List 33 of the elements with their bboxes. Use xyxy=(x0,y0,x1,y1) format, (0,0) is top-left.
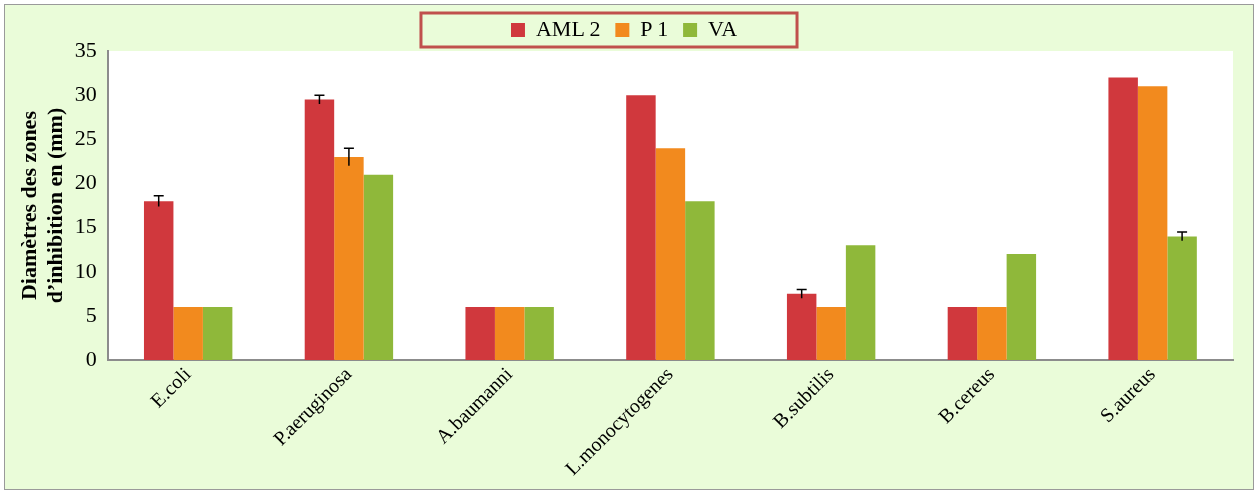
y-tick-label: 30 xyxy=(74,80,97,106)
bar xyxy=(202,307,233,361)
bar xyxy=(685,201,715,361)
y-tick-label: 5 xyxy=(85,301,97,327)
y-tick-label: 20 xyxy=(74,169,97,195)
y-tick-label: 35 xyxy=(74,36,97,62)
y-tick-label: 10 xyxy=(74,257,97,283)
bar xyxy=(816,307,846,361)
bar xyxy=(1137,86,1168,361)
legend-label: AML 2 xyxy=(535,15,601,41)
bar xyxy=(947,307,978,361)
y-tick-label: 0 xyxy=(85,345,97,371)
bar xyxy=(494,307,525,361)
bar xyxy=(655,148,686,361)
bar xyxy=(524,307,554,361)
bar xyxy=(1006,254,1037,361)
y-tick-label: 25 xyxy=(74,125,97,151)
bar xyxy=(465,307,495,361)
bar xyxy=(1167,236,1197,361)
bar xyxy=(626,95,656,361)
bar xyxy=(304,99,335,361)
bar xyxy=(173,307,203,361)
bar xyxy=(845,245,876,361)
bar xyxy=(1108,77,1138,361)
bar xyxy=(977,307,1007,361)
y-axis-title: Diamètres des zones d’inhibition en (mm) xyxy=(15,107,68,304)
bar xyxy=(143,201,174,361)
legend-label: P 1 xyxy=(640,15,669,41)
bar xyxy=(363,174,394,361)
bar xyxy=(334,156,364,361)
y-tick-label: 15 xyxy=(74,213,97,239)
bar xyxy=(786,293,817,361)
legend-label: VA xyxy=(708,15,738,41)
